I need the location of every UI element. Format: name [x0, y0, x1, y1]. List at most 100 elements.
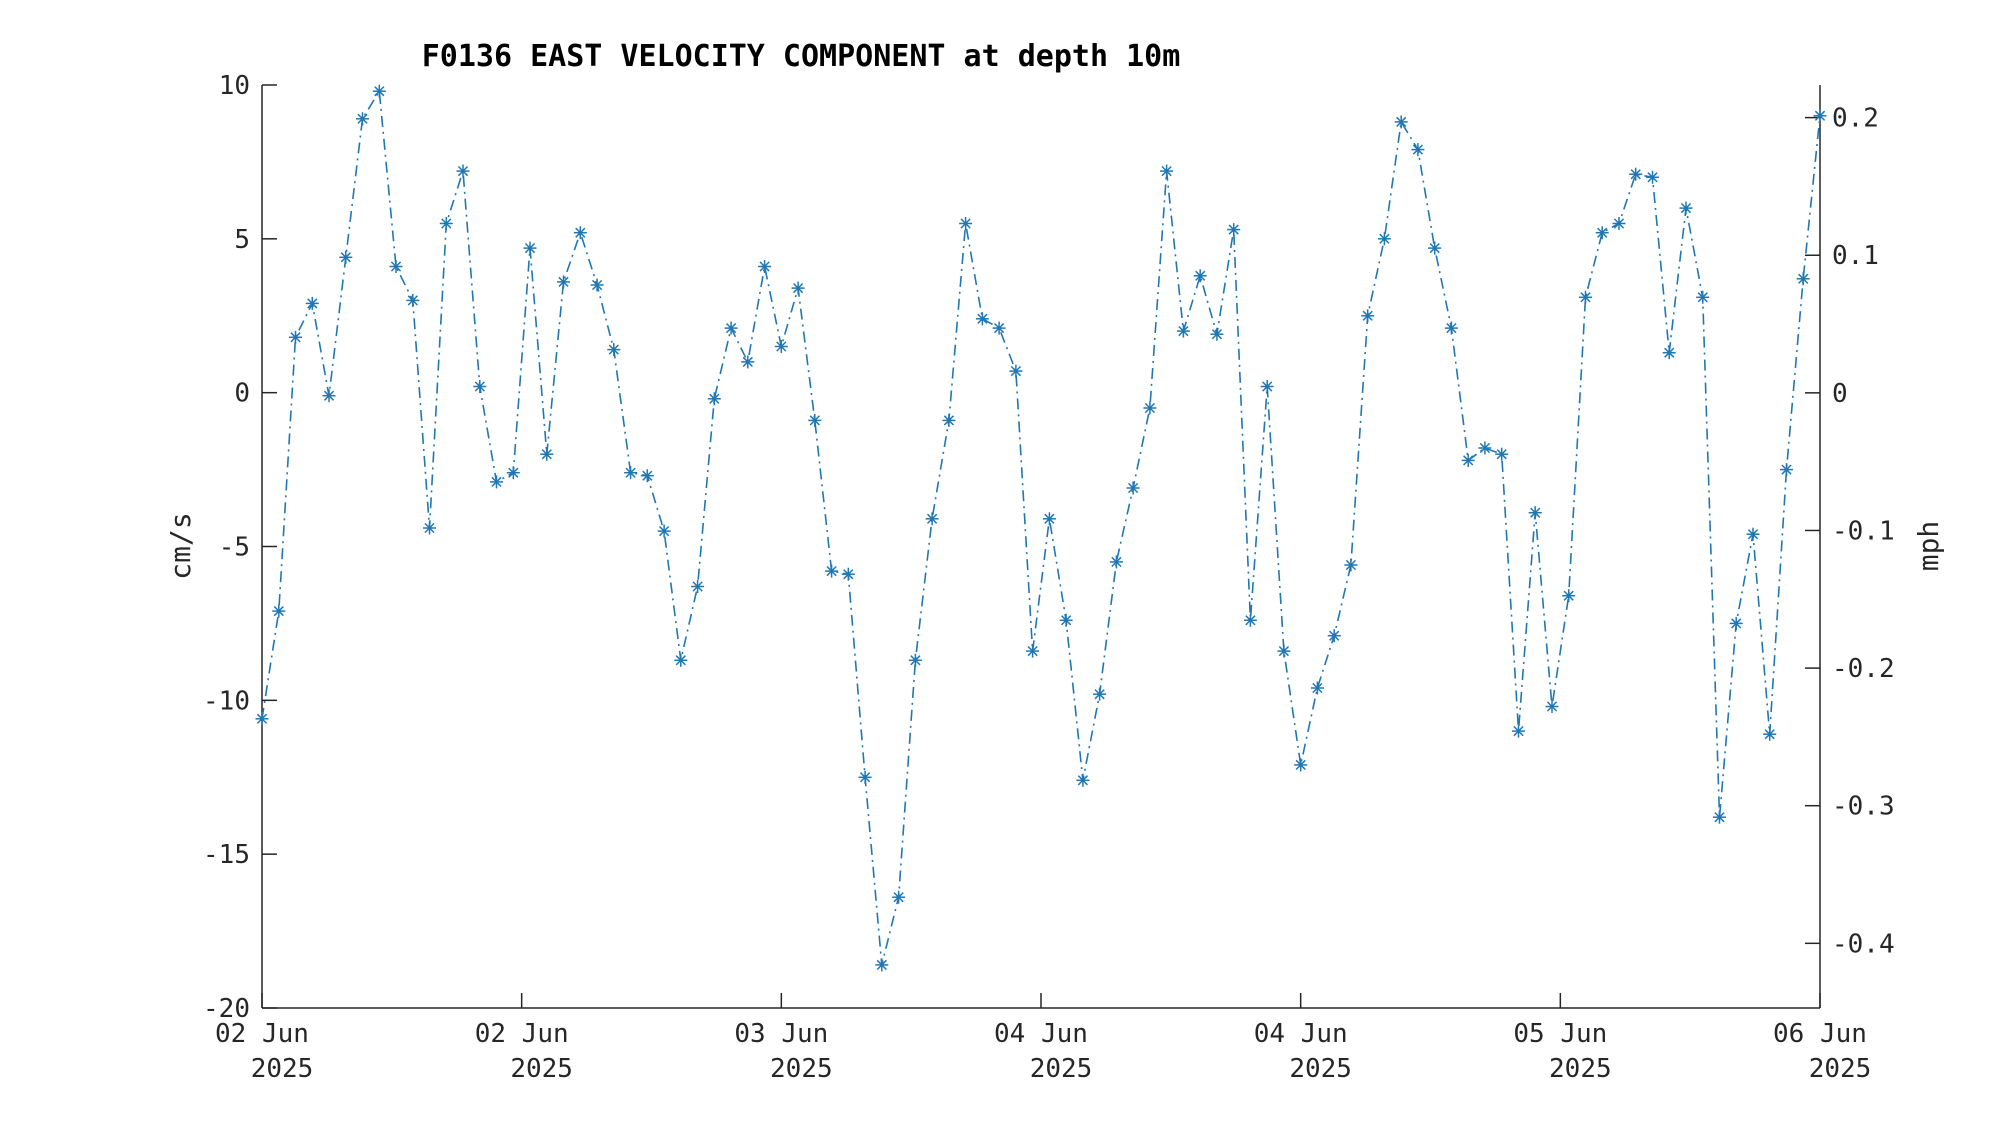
data-point: [758, 260, 772, 273]
data-point: [1579, 290, 1592, 304]
data-point: [1327, 629, 1341, 643]
data-point: [1009, 364, 1023, 378]
data-point: [1076, 773, 1090, 787]
y-tick-label: -20: [203, 994, 250, 1024]
data-point: [1160, 164, 1174, 178]
data-point: [305, 296, 319, 310]
x-tick-label-date: 03 Jun: [734, 1019, 828, 1049]
y-axis-label: cm/s: [164, 512, 197, 579]
data-point: [1042, 512, 1056, 526]
x-tick-label-year: 2025: [510, 1054, 573, 1084]
data-point: [1528, 506, 1542, 520]
data-point: [573, 226, 587, 240]
y-tick-label: 10: [219, 71, 250, 101]
y-tick-label: -15: [203, 840, 250, 870]
y2-tick-label: -0.2: [1832, 654, 1895, 684]
data-point: [590, 278, 604, 292]
series-line: [261, 88, 1821, 966]
y2-axis-label: mph: [1912, 521, 1945, 572]
data-point: [1646, 170, 1659, 184]
data-point: [1093, 687, 1107, 701]
x-tick-label-date: 06 Jun: [1773, 1019, 1867, 1049]
x-tick-label-date: 05 Jun: [1513, 1019, 1607, 1049]
data-point: [1277, 644, 1291, 658]
data-point: [1109, 555, 1123, 569]
data-point: [657, 524, 671, 538]
data-point: [1729, 616, 1743, 630]
x-ticks: 02 Jun 2025 02 Jun 2025 03 Jun 2025 04 Jun 2025…: [215, 993, 1871, 1084]
data-point: [640, 469, 654, 483]
data-point: [875, 958, 889, 972]
data-point: [1361, 309, 1375, 323]
data-point: [1377, 232, 1391, 246]
data-point: [1243, 613, 1257, 627]
data-point: [959, 217, 973, 230]
x-tick-label-year: 2025: [1289, 1054, 1352, 1084]
data-point: [1780, 463, 1793, 477]
data-point: [322, 389, 336, 403]
data-point: [1629, 167, 1643, 181]
data-point: [1026, 644, 1040, 658]
data-point: [1227, 223, 1241, 237]
plot-area: [262, 85, 1820, 1008]
data-point: [1411, 143, 1425, 157]
y2-tick-label: 0: [1832, 379, 1848, 409]
y2-tick-label: 0.1: [1832, 241, 1879, 271]
data-point: [1294, 758, 1308, 772]
data-point: [456, 164, 470, 178]
x-tick-label-year: 2025: [770, 1054, 833, 1084]
data-point: [1746, 527, 1760, 541]
y-tick-label: 0: [234, 379, 250, 409]
data-point: [1193, 269, 1207, 283]
data-point: [255, 712, 269, 726]
data-point: [523, 241, 537, 255]
data-point: [540, 447, 554, 461]
data-point: [473, 380, 487, 393]
data-point: [1478, 441, 1492, 455]
data-point: [1344, 558, 1358, 572]
data-point: [925, 512, 939, 526]
y2-tick-label: -0.4: [1832, 929, 1895, 959]
data-point: [1310, 681, 1324, 695]
x-tick-label-date: 02 Jun: [215, 1019, 309, 1049]
x-tick-label-year: 2025: [1030, 1054, 1093, 1084]
data-point: [825, 564, 839, 578]
data-point: [1545, 700, 1559, 713]
data-point: [607, 343, 621, 357]
data-point: [1210, 327, 1224, 341]
data-point: [1176, 324, 1190, 338]
data-point: [423, 521, 436, 535]
x-tick-label-date: 02 Jun: [475, 1019, 569, 1049]
data-point: [1394, 115, 1408, 129]
data-point: [841, 567, 855, 581]
data-point: [439, 217, 453, 230]
data-point: [1512, 724, 1525, 738]
data-point: [490, 475, 503, 489]
series: [255, 84, 1827, 972]
data-point: [272, 604, 286, 618]
data-point: [858, 770, 872, 784]
data-point: [339, 250, 353, 264]
y2-tick-label: -0.1: [1832, 516, 1895, 546]
data-point: [1143, 401, 1157, 415]
data-point: [975, 312, 989, 326]
data-point: [774, 340, 788, 353]
x-tick-label-date: 04 Jun: [1254, 1019, 1348, 1049]
data-point: [557, 275, 570, 289]
data-point: [1444, 321, 1458, 335]
data-point: [356, 112, 369, 126]
data-point: [1495, 447, 1509, 461]
y-tick-label: 5: [234, 225, 250, 255]
data-point: [674, 653, 688, 667]
data-point: [1813, 109, 1827, 123]
x-tick-label-year: 2025: [1549, 1054, 1612, 1084]
data-point: [1428, 241, 1442, 255]
data-point: [389, 260, 403, 273]
y2-ticks: 0.2 0.1 0 -0.1 -0.2 -0.3 -0.4: [1805, 104, 1895, 959]
data-point: [1696, 290, 1710, 304]
x-tick-label-year: 2025: [1809, 1054, 1872, 1084]
data-point: [1612, 217, 1626, 230]
data-point: [908, 653, 922, 667]
data-point: [741, 355, 755, 369]
